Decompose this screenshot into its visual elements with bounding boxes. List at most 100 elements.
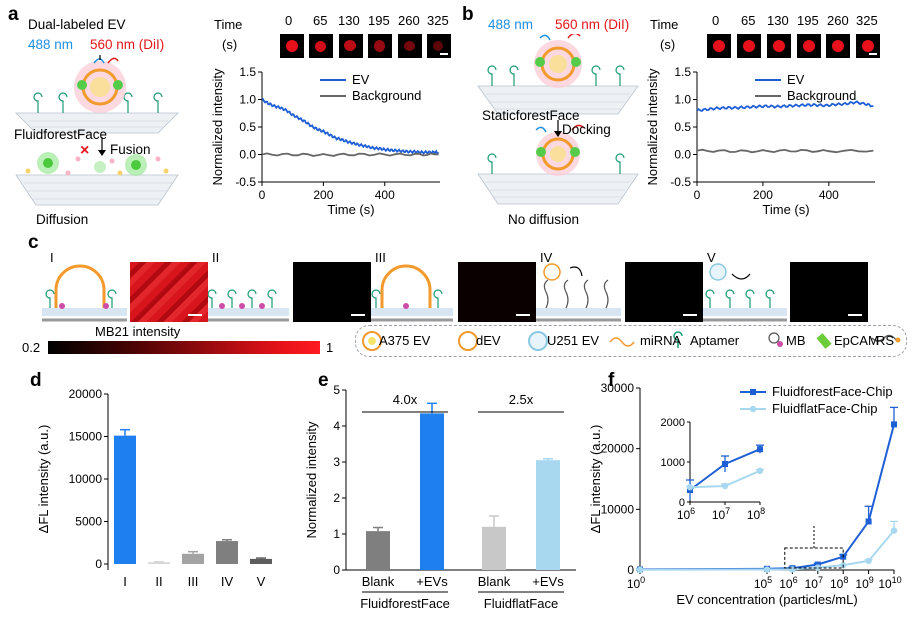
legend-a375-ev: A375 EV [379, 333, 431, 348]
y-tick-label: -0.5 [235, 175, 256, 189]
panel-label-f: f [608, 370, 615, 391]
x-tick-label: 0 [259, 188, 266, 202]
legend-label: Background [787, 88, 856, 103]
y-tick-label: 20000 [601, 442, 635, 456]
timelapse-frame [767, 34, 791, 58]
timelapse-frame [427, 34, 451, 58]
time-point: 0 [285, 13, 293, 28]
timelapse-frame [368, 34, 392, 58]
x-tick-label: 108 [830, 575, 848, 591]
y-tick-label: 0.5 [674, 120, 691, 134]
colorbar-min: 0.2 [22, 340, 41, 355]
inset-y-tick-label: 1000 [661, 457, 685, 469]
bar-I [114, 435, 136, 564]
micrograph-i [130, 262, 208, 322]
inset-data-point [686, 484, 694, 491]
svg-text:×: × [80, 142, 89, 159]
fusion-label: Fusion [110, 142, 151, 157]
wavelength-488-label: 488 nm [28, 37, 74, 52]
x-tick-label: 0 [694, 188, 701, 202]
bar-II [148, 562, 170, 564]
x-axis-label: Time (s) [762, 202, 809, 217]
wavelength-560-label: 560 nm (DiI) [555, 17, 630, 32]
y-tick-label: 0 [95, 557, 102, 571]
y-tick-label: 3 [333, 455, 340, 469]
legend-label: FluidforestFace-Chip [772, 384, 893, 399]
time-point: 195 [797, 13, 819, 28]
data-point [763, 566, 771, 573]
time-point: 0 [712, 13, 720, 28]
y-tick-label: 4 [333, 419, 340, 433]
bar-V [250, 558, 272, 564]
x-tick-label: II [155, 574, 162, 589]
timelapse-frame [707, 34, 731, 58]
time-label-a: Time [214, 17, 243, 32]
y-tick-label: 10000 [601, 502, 635, 516]
y-axis-label: Normalized intensity [304, 421, 319, 539]
time-point: 325 [856, 13, 878, 28]
bar-blank [482, 526, 506, 570]
series-line-ev [261, 97, 440, 156]
x-tick-label: 400 [819, 188, 839, 202]
time-point: 130 [767, 13, 789, 28]
y-tick-label: 30000 [601, 381, 635, 395]
inset-data-point [721, 482, 729, 490]
no-diffusion-label: No diffusion [508, 212, 580, 227]
roman-label: II [212, 250, 220, 265]
data-point [789, 566, 796, 573]
time-point: 260 [827, 13, 849, 28]
y-tick-label: 1.5 [239, 66, 256, 79]
inset-data-point [722, 461, 728, 467]
roman-label: IV [540, 250, 553, 265]
legend-mirna: miRNA [640, 333, 682, 348]
legend-rs: RS [876, 333, 895, 348]
panel-label-c: c [28, 232, 39, 253]
x-tick-label: +EVs [532, 574, 564, 589]
data-point [814, 564, 821, 571]
diffusion-label: Diffusion [36, 212, 89, 227]
y-axis-label: ΔFL intensity (a.u.) [36, 425, 51, 534]
x-tick-label: Blank [362, 574, 395, 589]
y-tick-label: 0 [627, 563, 634, 577]
bar-blank [366, 531, 390, 570]
y-tick-label: -0.5 [670, 175, 691, 189]
y-tick-label: 1.5 [674, 66, 691, 79]
docking-label: Docking [562, 122, 611, 137]
timelapse-frame [398, 34, 422, 58]
x-tick-label: I [123, 574, 127, 589]
y-tick-label: 1 [333, 527, 340, 541]
inset-x-tick-label: 107 [712, 506, 730, 522]
timelapse-frame [797, 34, 821, 58]
y-tick-label: 0.5 [239, 120, 256, 134]
x-tick-label: IV [221, 574, 234, 589]
time-point: 195 [368, 13, 390, 28]
timelapse-frame [737, 34, 761, 58]
x-tick-label: 400 [375, 188, 395, 202]
x-tick-label: 200 [313, 188, 333, 202]
condition-v-schematic [702, 263, 787, 322]
series-line-ev [696, 100, 874, 113]
time-point: 260 [398, 13, 420, 28]
x-tick-label: 109 [855, 575, 873, 591]
y-axis-label: Normalized intensity [645, 68, 660, 186]
legend-u251-ev: U251 EV [547, 333, 600, 348]
inset-data-point [757, 446, 763, 453]
y-axis-label: Normalized intensity [210, 68, 225, 186]
micrograph-iii [458, 262, 536, 322]
x-tick-label: 1010 [878, 575, 901, 591]
legend-label: FluidflatFace-Chip [772, 401, 878, 416]
roman-label: I [50, 250, 54, 265]
micrograph-v [790, 262, 868, 322]
condition-iii-schematic [368, 264, 453, 322]
series-line-background [696, 148, 874, 154]
colorbar-title: MB21 intensity [95, 324, 181, 339]
y-tick-label: 0.0 [239, 148, 256, 162]
data-point [636, 566, 644, 573]
inset-y-tick-label: 0 [679, 497, 685, 509]
x-tick-label: 105 [754, 575, 772, 591]
legend-label: EV [352, 72, 370, 87]
x-tick-label: +EVs [416, 574, 448, 589]
micrograph-ii [293, 262, 371, 322]
